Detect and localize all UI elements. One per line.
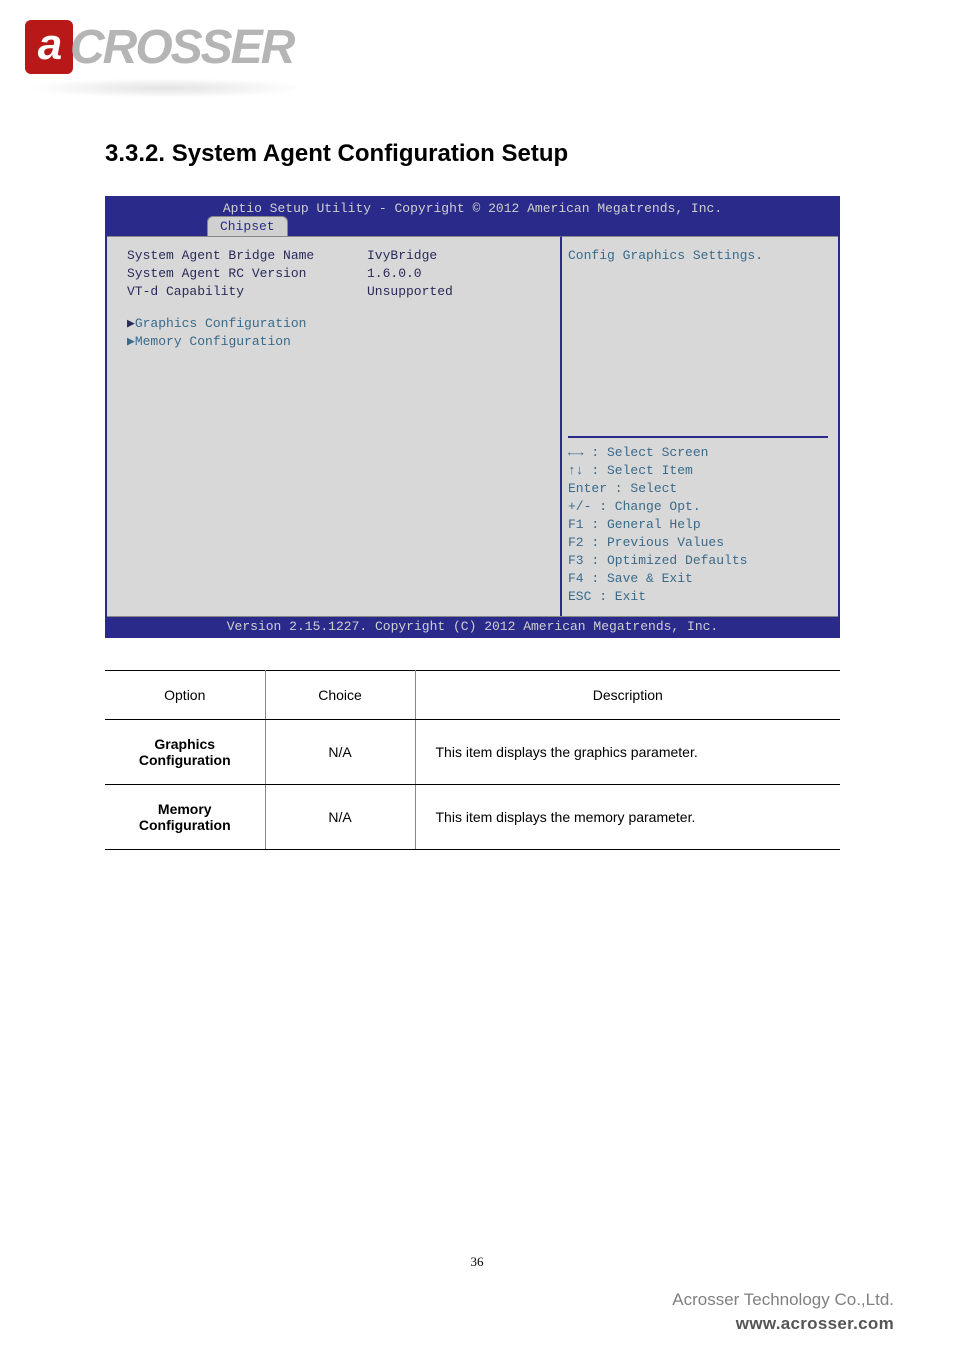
bios-help-line: F1 : General Help: [568, 516, 828, 534]
bios-help-line: ↑↓ : Select Item: [568, 462, 828, 480]
bios-tab-chipset: Chipset: [207, 216, 288, 236]
bios-footer: Version 2.15.1227. Copyright (C) 2012 Am…: [107, 616, 838, 636]
bios-info-row: System Agent RC Version1.6.0.0: [127, 265, 560, 283]
cell-desc: This item displays the memory parameter.: [415, 785, 840, 850]
footer-website: www.acrosser.com: [736, 1314, 894, 1334]
bios-info-value: IvyBridge: [367, 247, 560, 265]
bios-help-text: Config Graphics Settings.: [568, 247, 828, 265]
page-number: 36: [0, 1254, 954, 1270]
bios-info-row: VT-d CapabilityUnsupported: [127, 283, 560, 301]
logo-shadow: [25, 78, 305, 98]
chevron-right-icon: ▶: [127, 316, 135, 331]
section-heading: 3.3.2. System Agent Configuration Setup: [105, 140, 855, 168]
col-option: Option: [105, 671, 265, 720]
options-table: Option Choice Description GraphicsConfig…: [105, 670, 840, 850]
logo-letter-a: a: [25, 20, 73, 74]
bios-body: System Agent Bridge NameIvyBridgeSystem …: [107, 236, 838, 616]
chevron-right-icon: ▶: [127, 334, 135, 349]
col-choice: Choice: [265, 671, 415, 720]
bios-info-value: Unsupported: [367, 283, 560, 301]
bios-left-pane: System Agent Bridge NameIvyBridgeSystem …: [107, 236, 562, 616]
cell-choice: N/A: [265, 785, 415, 850]
brand-logo: aCROSSER: [25, 20, 315, 95]
table-row: MemoryConfigurationN/AThis item displays…: [105, 785, 840, 850]
table-header-row: Option Choice Description: [105, 671, 840, 720]
bios-nav-list: ▶Graphics Configuration▶Memory Configura…: [127, 315, 560, 351]
bios-info-key: System Agent Bridge Name: [127, 247, 367, 265]
bios-nav-label: Memory Configuration: [135, 334, 291, 349]
bios-help-line: F3 : Optimized Defaults: [568, 552, 828, 570]
bios-info-row: System Agent Bridge NameIvyBridge: [127, 247, 560, 265]
bios-help-line: F4 : Save & Exit: [568, 570, 828, 588]
bios-nav-item: ▶Memory Configuration: [127, 333, 560, 351]
table-row: GraphicsConfigurationN/AThis item displa…: [105, 720, 840, 785]
bios-help-line: ESC : Exit: [568, 588, 828, 606]
page-content: 3.3.2. System Agent Configuration Setup …: [105, 140, 855, 850]
cell-option: MemoryConfiguration: [105, 785, 265, 850]
logo-text: aCROSSER: [25, 21, 293, 74]
logo-rest: CROSSER: [70, 21, 293, 74]
bios-help-line: F2 : Previous Values: [568, 534, 828, 552]
footer-company: Acrosser Technology Co.,Ltd.: [672, 1290, 894, 1310]
bios-help-line: +/- : Change Opt.: [568, 498, 828, 516]
col-desc: Description: [415, 671, 840, 720]
cell-desc: This item displays the graphics paramete…: [415, 720, 840, 785]
bios-nav-item: ▶Graphics Configuration: [127, 315, 560, 333]
bios-right-pane: Config Graphics Settings. ←→ : Select Sc…: [562, 236, 838, 616]
bios-help-line: ←→ : Select Screen: [568, 444, 828, 462]
bios-info-value: 1.6.0.0: [367, 265, 560, 283]
bios-info-key: System Agent RC Version: [127, 265, 367, 283]
bios-info-key: VT-d Capability: [127, 283, 367, 301]
bios-nav-label: Graphics Configuration: [135, 316, 307, 331]
cell-choice: N/A: [265, 720, 415, 785]
bios-screenshot: Aptio Setup Utility - Copyright © 2012 A…: [105, 196, 840, 638]
bios-title-bar: Aptio Setup Utility - Copyright © 2012 A…: [107, 198, 838, 216]
bios-tab-row: Chipset: [107, 216, 838, 236]
bios-keyhelp: ←→ : Select Screen↑↓ : Select ItemEnter …: [568, 436, 828, 606]
cell-option: GraphicsConfiguration: [105, 720, 265, 785]
bios-help-line: Enter : Select: [568, 480, 828, 498]
